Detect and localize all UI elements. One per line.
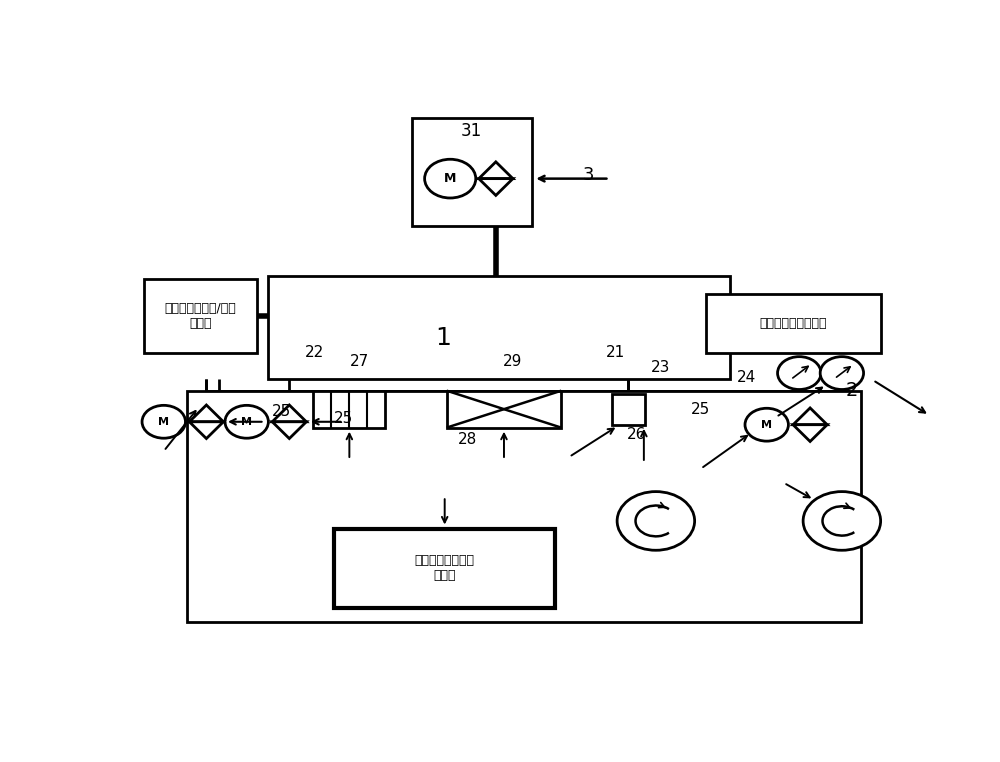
Text: 25: 25 bbox=[334, 411, 354, 426]
Circle shape bbox=[142, 405, 185, 438]
Text: 25: 25 bbox=[691, 402, 710, 418]
Text: 29: 29 bbox=[502, 354, 522, 369]
Polygon shape bbox=[793, 408, 827, 424]
Text: 1: 1 bbox=[436, 326, 452, 350]
Polygon shape bbox=[189, 405, 223, 422]
Circle shape bbox=[225, 405, 268, 438]
Bar bbox=[334, 529, 555, 608]
Polygon shape bbox=[272, 422, 306, 439]
Polygon shape bbox=[479, 162, 513, 178]
Text: M: M bbox=[158, 417, 169, 427]
Text: 腔体氧含量监测系统: 腔体氧含量监测系统 bbox=[760, 317, 827, 330]
Text: 22: 22 bbox=[305, 345, 324, 360]
Bar bbox=[144, 279, 257, 353]
Circle shape bbox=[425, 159, 476, 198]
Circle shape bbox=[820, 357, 864, 389]
Bar bbox=[447, 391, 561, 427]
Text: 25: 25 bbox=[272, 404, 292, 419]
Text: M: M bbox=[444, 172, 456, 185]
Bar bbox=[706, 294, 881, 353]
Text: 2: 2 bbox=[846, 381, 858, 400]
Polygon shape bbox=[479, 178, 513, 195]
Circle shape bbox=[745, 408, 788, 441]
Text: M: M bbox=[241, 417, 252, 427]
Text: 24: 24 bbox=[737, 370, 757, 385]
Polygon shape bbox=[189, 422, 223, 439]
Text: 21: 21 bbox=[606, 345, 625, 360]
Text: 保护气循环防爆净
化装置: 保护气循环防爆净 化装置 bbox=[415, 554, 475, 582]
Text: M: M bbox=[761, 420, 772, 430]
Text: 3: 3 bbox=[582, 166, 594, 184]
Text: 23: 23 bbox=[650, 360, 670, 375]
Bar bbox=[313, 391, 385, 427]
Bar bbox=[268, 277, 730, 379]
Circle shape bbox=[617, 491, 695, 550]
Circle shape bbox=[778, 357, 821, 389]
Text: 27: 27 bbox=[350, 354, 369, 369]
Text: 31: 31 bbox=[461, 122, 482, 140]
Polygon shape bbox=[272, 405, 306, 422]
Text: 保护气供给装置/抽真
空装置: 保护气供给装置/抽真 空装置 bbox=[165, 302, 236, 330]
Bar bbox=[187, 391, 861, 623]
Text: 26: 26 bbox=[627, 427, 647, 442]
Polygon shape bbox=[793, 424, 827, 441]
Circle shape bbox=[803, 491, 881, 550]
Bar bbox=[412, 118, 532, 226]
Text: 28: 28 bbox=[458, 432, 478, 447]
Bar bbox=[612, 394, 645, 424]
